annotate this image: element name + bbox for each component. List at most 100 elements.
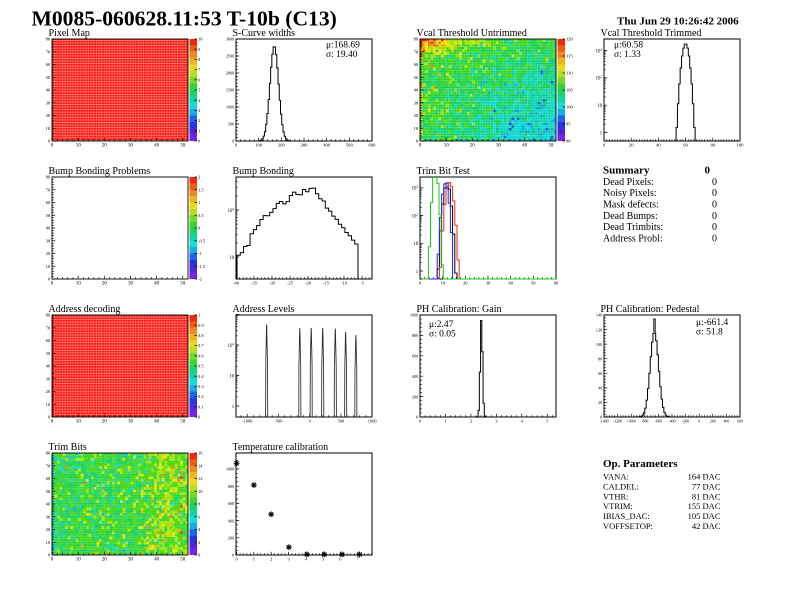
svg-text:600: 600	[412, 354, 418, 359]
svg-text:PH Calibration: Pedestal: PH Calibration: Pedestal	[601, 304, 700, 315]
svg-text:400: 400	[723, 420, 729, 424]
svg-text:0: 0	[198, 139, 201, 144]
svg-text:10: 10	[76, 144, 82, 149]
svg-text:-5: -5	[360, 281, 364, 286]
svg-text:95: 95	[566, 122, 571, 127]
svg-text:80: 80	[711, 143, 716, 148]
svg-text:10: 10	[413, 242, 418, 247]
svg-text:8: 8	[198, 57, 201, 62]
svg-text:1: 1	[198, 128, 200, 133]
svg-text:50: 50	[180, 144, 186, 149]
svg-text:σ: 0.05: σ: 0.05	[429, 330, 456, 340]
svg-text:Address Levels: Address Levels	[233, 304, 295, 315]
svg-text:0.2: 0.2	[198, 394, 204, 399]
svg-text:30: 30	[128, 282, 134, 287]
svg-text:Thu Jun 29 10:26:42 2006: Thu Jun 29 10:26:42 2006	[617, 15, 739, 27]
svg-text:0.1: 0.1	[198, 404, 204, 409]
svg-text:Trim Bits: Trim Bits	[49, 442, 87, 453]
svg-text:0: 0	[51, 558, 54, 563]
svg-text:7: 7	[357, 557, 360, 562]
svg-text:0: 0	[603, 143, 606, 148]
svg-text:2: 2	[198, 540, 200, 545]
svg-text:0: 0	[416, 139, 419, 144]
svg-text:40: 40	[46, 364, 51, 369]
svg-text:20: 20	[598, 400, 602, 405]
svg-text:-35: -35	[251, 281, 258, 286]
svg-text:1: 1	[444, 419, 447, 424]
svg-text:115: 115	[566, 54, 573, 59]
svg-text:0: 0	[51, 144, 54, 149]
svg-text:10: 10	[76, 420, 82, 425]
svg-text:Vcal Threshold Trimmed: Vcal Threshold Trimmed	[601, 28, 702, 39]
svg-text:600: 600	[737, 420, 743, 424]
svg-text:50: 50	[548, 144, 554, 149]
svg-text:10: 10	[46, 540, 51, 545]
svg-text:102: 102	[228, 207, 235, 214]
svg-text:0: 0	[419, 144, 422, 149]
svg-text:40: 40	[154, 558, 160, 563]
svg-text:1500: 1500	[226, 88, 234, 93]
svg-text:μ:168.69: μ:168.69	[326, 40, 360, 50]
svg-text:Bump Bonding: Bump Bonding	[233, 166, 294, 177]
svg-text:-0.5: -0.5	[198, 238, 206, 243]
svg-text:20: 20	[102, 558, 108, 563]
svg-text:μ:-661.4: μ:-661.4	[696, 318, 729, 328]
svg-text:0: 0	[712, 188, 717, 199]
svg-text:0.8: 0.8	[198, 333, 204, 338]
svg-text:80: 80	[46, 37, 51, 42]
svg-text:2000: 2000	[226, 71, 234, 76]
svg-text:90: 90	[566, 139, 571, 144]
svg-text:4: 4	[305, 557, 308, 562]
svg-text:Noisy Pixels:: Noisy Pixels:	[603, 188, 657, 199]
svg-text:-10: -10	[341, 281, 348, 286]
svg-text:20: 20	[46, 389, 51, 394]
svg-text:164 DAC: 164 DAC	[688, 472, 721, 482]
svg-text:0: 0	[198, 415, 201, 420]
svg-text:0: 0	[712, 211, 717, 222]
svg-text:4: 4	[198, 98, 201, 103]
svg-text:4: 4	[521, 419, 524, 424]
svg-text:VANA:: VANA:	[603, 472, 629, 482]
svg-text:103: 103	[412, 185, 419, 192]
svg-text:500: 500	[346, 143, 354, 148]
svg-text:VOFFSETOP:: VOFFSETOP:	[603, 521, 653, 531]
svg-text:12: 12	[198, 476, 203, 481]
svg-text:42 DAC: 42 DAC	[692, 521, 721, 531]
svg-text:20: 20	[46, 251, 51, 256]
svg-text:70: 70	[414, 50, 419, 55]
svg-text:0: 0	[48, 277, 51, 282]
svg-text:-20: -20	[305, 281, 312, 286]
svg-text:0: 0	[48, 139, 51, 144]
svg-text:Address decoding: Address decoding	[49, 304, 121, 315]
svg-text:102: 102	[228, 342, 235, 349]
svg-text:0: 0	[235, 557, 238, 562]
svg-text:0.7: 0.7	[198, 343, 204, 348]
svg-text:16: 16	[198, 451, 203, 456]
svg-text:77 DAC: 77 DAC	[692, 481, 721, 491]
svg-text:Dead Bumps:: Dead Bumps:	[603, 211, 658, 222]
svg-text:0: 0	[705, 164, 711, 176]
svg-text:0: 0	[712, 233, 717, 244]
svg-text:0: 0	[198, 553, 201, 558]
svg-text:40: 40	[414, 88, 419, 93]
svg-text:μ:60.58: μ:60.58	[614, 40, 643, 50]
svg-text:0: 0	[419, 419, 422, 424]
svg-text:10: 10	[444, 144, 450, 149]
svg-text:0.9: 0.9	[198, 323, 204, 328]
svg-text:1000: 1000	[410, 313, 418, 318]
svg-text:Summary: Summary	[603, 164, 650, 176]
svg-text:50: 50	[46, 489, 51, 494]
svg-text:0: 0	[698, 420, 700, 424]
svg-text:30: 30	[486, 281, 491, 286]
svg-text:40: 40	[154, 144, 160, 149]
svg-text:0: 0	[235, 143, 238, 148]
svg-text:0: 0	[712, 200, 717, 211]
svg-text:200: 200	[412, 394, 418, 399]
svg-text:-600: -600	[655, 420, 662, 424]
svg-text:40: 40	[154, 420, 160, 425]
svg-text:Address Probl:: Address Probl:	[603, 233, 663, 244]
svg-text:0: 0	[712, 177, 717, 188]
svg-text:60: 60	[46, 476, 51, 481]
svg-text:σ: 19.40: σ: 19.40	[326, 50, 358, 60]
svg-text:M0085-060628.11:53 T-10b (C13): M0085-060628.11:53 T-10b (C13)	[32, 7, 337, 31]
